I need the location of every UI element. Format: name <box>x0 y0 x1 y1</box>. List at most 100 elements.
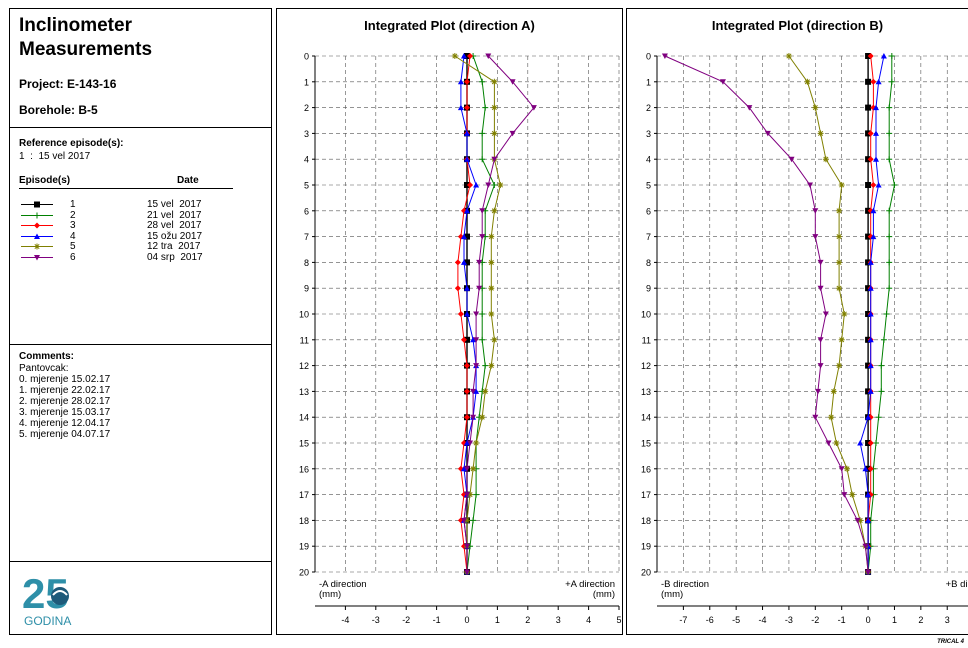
data-point-series-5 <box>488 311 495 317</box>
x-tick-label: -6 <box>706 615 714 625</box>
x-tick-label: -3 <box>372 615 380 625</box>
data-point-series-6 <box>485 182 492 188</box>
y-tick-label: 8 <box>304 258 309 268</box>
data-point-series-4 <box>464 156 470 162</box>
data-point-series-4 <box>875 78 882 85</box>
data-point-series-6 <box>476 285 483 292</box>
comment-line: 5. mjerenje 04.07.17 <box>19 429 111 440</box>
data-point-series-4 <box>867 311 874 317</box>
y-tick-label: 2 <box>304 103 309 113</box>
title-line-2: Measurements <box>19 39 153 60</box>
y-tick-label: 11 <box>300 335 309 345</box>
data-point-series-1 <box>464 233 470 240</box>
data-point-series-5 <box>491 78 498 85</box>
y-tick-label: 18 <box>299 516 309 526</box>
data-point-series-6 <box>530 105 537 111</box>
data-point-series-4 <box>460 465 467 472</box>
episode-date: 28 vel 2017 <box>147 220 202 231</box>
data-point-series-6 <box>812 234 819 240</box>
data-point-series-2 <box>886 233 893 240</box>
y-tick-label: 16 <box>641 464 651 474</box>
y-tick-label: 5 <box>304 181 309 191</box>
data-point-series-4 <box>862 465 869 472</box>
data-point-series-3 <box>464 362 470 369</box>
data-point-series-4 <box>872 130 879 136</box>
episode-number: 5 <box>70 241 76 252</box>
data-point-series-3 <box>457 311 464 317</box>
data-point-series-2 <box>888 53 895 59</box>
data-point-series-6 <box>854 517 861 524</box>
data-point-series-4 <box>875 182 882 188</box>
episode-line-swatch <box>21 243 53 250</box>
data-point-series-5 <box>473 440 480 446</box>
data-point-series-5 <box>849 491 856 498</box>
data-point-series-4 <box>464 311 470 317</box>
y-tick-label: 15 <box>641 439 651 449</box>
data-point-series-6 <box>473 311 480 317</box>
data-point-series-5 <box>812 104 819 111</box>
x-tick-label: 3 <box>556 615 561 625</box>
data-point-series-4 <box>457 78 464 85</box>
episode-line-swatch <box>21 254 53 260</box>
comment-line: Pantovcak: <box>19 363 69 374</box>
comment-line: 3. mjerenje 15.03.17 <box>19 407 111 418</box>
y-tick-label: 11 <box>642 335 651 345</box>
data-point-series-6 <box>470 414 477 421</box>
data-point-series-6 <box>473 363 480 369</box>
data-point-series-6 <box>479 234 486 240</box>
y-tick-label: 5 <box>646 181 651 191</box>
y-tick-label: 6 <box>304 206 309 216</box>
data-point-series-3 <box>867 156 874 163</box>
data-point-series-6 <box>764 130 771 137</box>
reference-value: 1 : 15 vel 2017 <box>19 151 91 162</box>
data-point-series-6 <box>862 543 869 550</box>
comment-line: 0. mjerenje 15.02.17 <box>19 374 111 385</box>
x-tick-label: 2 <box>918 615 923 625</box>
data-point-series-2 <box>883 311 890 317</box>
y-tick-label: 14 <box>299 413 309 423</box>
x-tick-label: -3 <box>785 615 793 625</box>
episode-number: 3 <box>70 220 76 231</box>
comment-line: 4. mjerenje 12.04.17 <box>19 418 111 429</box>
data-point-series-2 <box>491 182 498 188</box>
data-point-series-5 <box>488 233 495 240</box>
data-point-series-6 <box>491 156 498 163</box>
data-point-series-6 <box>470 388 477 395</box>
data-point-series-2 <box>473 491 480 498</box>
episode-date: 04 srp 2017 <box>147 251 203 263</box>
data-point-series-1 <box>464 182 470 188</box>
borehole-label: Borehole: B-5 <box>19 103 98 117</box>
reference-heading: Reference episode(s): <box>19 138 124 149</box>
episode-number: 2 <box>70 209 76 221</box>
data-point-series-2 <box>888 78 895 85</box>
software-footer: TRICAL 4 <box>937 639 964 645</box>
data-point-series-3 <box>870 182 877 188</box>
data-point-series-3 <box>460 543 467 550</box>
data-point-series-6 <box>661 53 668 59</box>
neg-direction-unit: (mm) <box>319 589 341 600</box>
y-tick-label: 20 <box>299 568 309 578</box>
data-point-series-6 <box>485 53 492 59</box>
data-point-series-5 <box>822 156 829 163</box>
data-point-series-4 <box>872 156 879 162</box>
data-point-series-6 <box>476 259 483 266</box>
data-point-series-2 <box>479 336 486 343</box>
episode-marker <box>34 212 40 218</box>
data-point-series-4 <box>865 517 872 523</box>
data-point-series-4 <box>867 388 874 394</box>
episode-marker <box>34 243 40 250</box>
y-tick-label: 8 <box>646 258 651 268</box>
data-point-series-5 <box>467 491 474 498</box>
data-point-series-2 <box>886 259 893 266</box>
episode-row: 4 15 ožu 2017 <box>19 231 249 242</box>
logo-globe-icon <box>51 587 69 605</box>
data-point-series-2 <box>482 362 489 369</box>
data-point-series-6 <box>464 492 470 498</box>
y-tick-label: 0 <box>304 52 309 62</box>
pos-direction-label: +A direction <box>565 579 615 590</box>
data-point-series-6 <box>817 285 824 292</box>
data-point-series-6 <box>479 208 486 214</box>
data-point-series-6 <box>822 311 829 317</box>
x-tick-label: 1 <box>892 615 897 625</box>
